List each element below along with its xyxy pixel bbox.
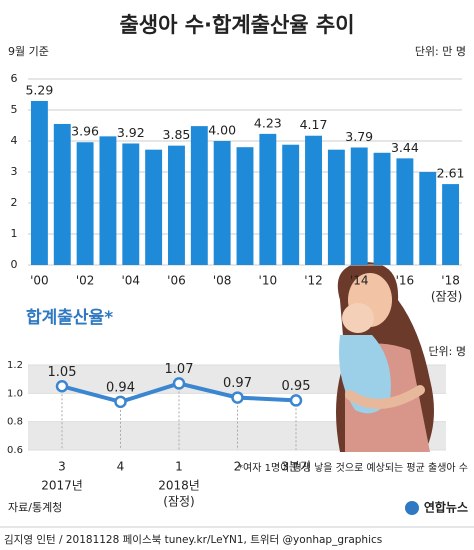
bar <box>76 142 94 265</box>
bar <box>350 147 368 265</box>
bar <box>305 135 322 265</box>
brand-logo <box>405 501 419 515</box>
bar-unit: 단위: 만 명 <box>415 45 466 58</box>
y-tick-label: 6 <box>11 72 18 85</box>
point <box>289 394 303 407</box>
point <box>114 395 127 409</box>
y-tick-label: 0.8 <box>7 417 23 428</box>
x-tick-label: 4 <box>117 460 125 474</box>
point <box>172 377 186 390</box>
bar <box>30 101 48 265</box>
value-label: 4.17 <box>300 117 328 132</box>
x-tick-label: 3분기 <box>281 460 311 474</box>
point <box>55 380 69 393</box>
x-tick-label: '06 <box>167 274 186 288</box>
bar <box>396 158 414 265</box>
bar-chart: 0 1 2 3 4 5 6 5.29 '00 3.96 '02 3.92 '04 3.85 '06 4.00 '… <box>11 72 465 304</box>
x-tick-label: '12 <box>304 274 323 288</box>
provisional-label: (잠정) <box>163 495 194 509</box>
x-tick-label: '02 <box>76 274 95 288</box>
bar <box>145 149 163 265</box>
value-label: 4.23 <box>254 115 282 130</box>
bar <box>259 133 277 265</box>
value-label: 3.92 <box>117 125 145 140</box>
credit: 김지영 인턴 / 20181128 페이스북 tuney.kr/LeYN1, 트… <box>4 533 382 546</box>
x-tick-label: '14 <box>350 274 369 288</box>
value-label: 3.85 <box>163 127 191 142</box>
source: 자료/통계청 <box>8 501 62 514</box>
y-tick-label: 0 <box>11 258 18 271</box>
y-tick-label: 5 <box>11 103 18 116</box>
footnote: *여자 1명이 평생 낳을 것으로 예상되는 평균 출생아 수 <box>238 462 468 474</box>
x-tick-label: 3 <box>58 460 66 474</box>
y-tick-label: 1.0 <box>7 388 23 399</box>
brand: 연합뉴스 <box>424 500 468 515</box>
value-label: 0.95 <box>282 379 311 394</box>
value-label: 1.07 <box>165 362 194 377</box>
value-label: 4.00 <box>208 123 236 138</box>
y-tick-label: 0.6 <box>7 445 23 456</box>
bar <box>327 149 345 265</box>
bar <box>168 145 185 265</box>
value-label: 3.96 <box>71 124 99 139</box>
page-title: 출생아 수·합계출산율 추이 <box>119 13 354 37</box>
line-unit: 단위: 명 <box>428 345 466 358</box>
value-label: 2.61 <box>437 166 465 181</box>
value-label: 1.05 <box>48 365 77 380</box>
provisional-label: (잠정) <box>431 290 462 304</box>
x-tick-label: '18 <box>441 274 460 288</box>
x-tick-label: 1 <box>175 460 183 474</box>
y-tick-label: 1.2 <box>7 360 23 371</box>
bar <box>99 136 117 265</box>
bar <box>213 141 231 265</box>
x-tick-label: '16 <box>396 274 415 288</box>
illustration <box>336 262 434 452</box>
bar <box>53 123 71 265</box>
value-label: 3.79 <box>345 129 373 144</box>
x-tick-label: '04 <box>122 274 141 288</box>
point <box>231 391 244 404</box>
bar <box>190 126 208 266</box>
bar <box>442 184 460 265</box>
x-tick-label: '00 <box>30 274 49 288</box>
y-tick-label: 3 <box>11 165 18 178</box>
bar <box>373 152 391 265</box>
line-title: 합계출산율* <box>26 307 113 328</box>
value-label: 0.94 <box>106 380 135 395</box>
value-label: 3.44 <box>391 140 419 155</box>
x-tick-label: 2 <box>234 460 242 474</box>
y-tick-label: 2 <box>11 196 18 209</box>
y-tick-label: 4 <box>11 134 18 147</box>
bar <box>122 143 140 265</box>
bar <box>236 147 254 265</box>
x-tick-label: '08 <box>213 274 232 288</box>
value-label: 5.29 <box>25 83 53 98</box>
y-tick-label: 1 <box>11 227 18 240</box>
bar <box>282 144 300 265</box>
x-tick-label: '10 <box>259 274 278 288</box>
year-label: 2017년 <box>41 479 83 493</box>
bar <box>419 172 437 265</box>
value-label: 0.97 <box>223 376 252 391</box>
year-label: 2018년 <box>158 479 200 493</box>
bar-note: 9월 기준 <box>8 45 49 58</box>
